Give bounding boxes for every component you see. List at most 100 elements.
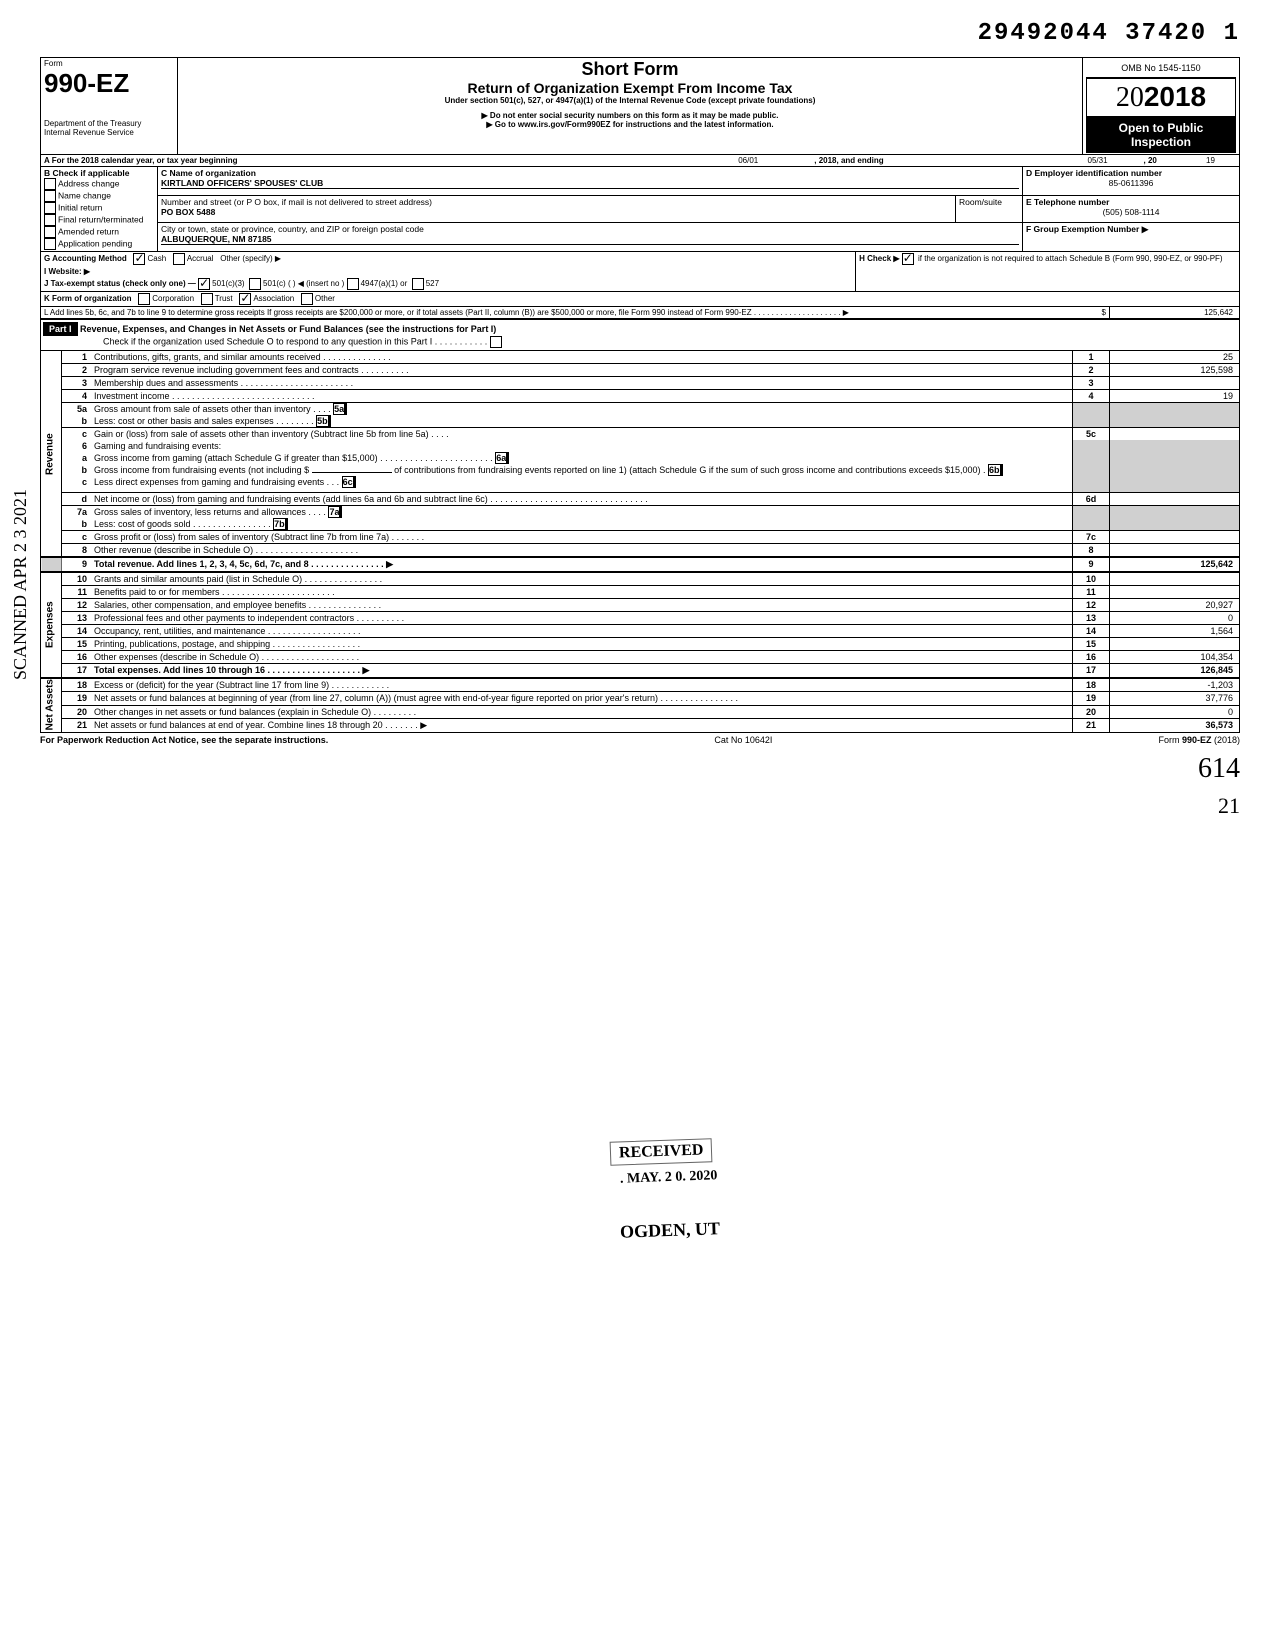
ogden-stamp: OGDEN, UT xyxy=(620,1218,721,1242)
line-12-val: 20,927 xyxy=(1110,599,1240,612)
note-ssn: ▶ Do not enter social security numbers o… xyxy=(181,111,1079,120)
line-9-desc: Total revenue. Add lines 1, 2, 3, 4, 5c,… xyxy=(91,557,1073,572)
line-20-desc: Other changes in net assets or fund bala… xyxy=(91,705,1073,718)
line-14-val: 1,564 xyxy=(1110,625,1240,638)
section-c-label: C Name of organization xyxy=(161,168,1019,178)
line-7a-desc: Gross sales of inventory, less returns a… xyxy=(94,507,326,517)
line-5a-desc: Gross amount from sale of assets other t… xyxy=(94,404,331,414)
line-6d-val xyxy=(1110,493,1240,506)
section-e-label: E Telephone number xyxy=(1026,197,1236,207)
line-1-val: 25 xyxy=(1110,351,1240,364)
section-i-label: I Website: ▶ xyxy=(44,267,90,276)
section-l-text: L Add lines 5b, 6c, and 7b to line 9 to … xyxy=(41,307,1083,319)
netassets-side-label: Net Assets xyxy=(41,678,62,732)
line-21-desc: Net assets or fund balances at end of ye… xyxy=(91,718,1073,732)
section-g-label: G Accounting Method xyxy=(44,254,127,263)
omb-number: OMB No 1545-1150 xyxy=(1086,59,1236,78)
line-1-desc: Contributions, gifts, grants, and simila… xyxy=(91,351,1073,364)
chk-amended[interactable]: Amended return xyxy=(44,226,154,238)
line-7b-mid: 7b xyxy=(273,518,286,530)
section-a-mid: , 2018, and ending xyxy=(811,155,1054,167)
part1-label: Part I xyxy=(43,322,78,336)
line-2-desc: Program service revenue including govern… xyxy=(91,364,1073,377)
city-label: City or town, state or province, country… xyxy=(161,224,1019,234)
addr-label: Number and street (or P O box, if mail i… xyxy=(161,197,952,207)
line-15-val xyxy=(1110,638,1240,651)
section-h-text: if the organization is not required to a… xyxy=(918,254,1223,263)
section-f-label: F Group Exemption Number ▶ xyxy=(1026,224,1236,235)
title-sub: Under section 501(c), 527, or 4947(a)(1)… xyxy=(181,96,1079,105)
org-addr: PO BOX 5488 xyxy=(161,207,952,217)
section-k-label: K Form of organization xyxy=(44,294,132,303)
chk-other-org[interactable] xyxy=(301,293,313,305)
line-8-desc: Other revenue (describe in Schedule O) .… xyxy=(91,544,1073,558)
line-5a-mid: 5a xyxy=(333,403,345,415)
chk-accrual[interactable] xyxy=(173,253,185,265)
page-footer: For Paperwork Reduction Act Notice, see … xyxy=(40,735,1240,745)
line-7c-val xyxy=(1110,531,1240,544)
received-stamp: RECEIVED xyxy=(610,1138,713,1166)
chk-cash[interactable] xyxy=(133,253,145,265)
phone-value: (505) 508-1114 xyxy=(1026,207,1236,217)
line-4-desc: Investment income . . . . . . . . . . . … xyxy=(91,390,1073,403)
line-7a-mid: 7a xyxy=(328,506,340,518)
line-6c-mid: 6c xyxy=(342,476,354,488)
part1-title: Revenue, Expenses, and Changes in Net As… xyxy=(80,324,496,334)
chk-4947[interactable] xyxy=(347,278,359,290)
section-a-label: A For the 2018 calendar year, or tax yea… xyxy=(41,155,685,167)
chk-corp[interactable] xyxy=(138,293,150,305)
line-3-desc: Membership dues and assessments . . . . … xyxy=(91,377,1073,390)
room-label: Room/suite xyxy=(959,197,1019,207)
line-18-val: -1,203 xyxy=(1110,678,1240,692)
expenses-side-label: Expenses xyxy=(41,572,62,678)
line-6b-desc2: of contributions from fundraising events… xyxy=(394,465,985,475)
part1-table: Revenue 1 Contributions, gifts, grants, … xyxy=(41,351,1239,732)
chk-501c[interactable] xyxy=(249,278,261,290)
chk-trust[interactable] xyxy=(201,293,213,305)
section-j-label: J Tax-exempt status (check only one) — xyxy=(44,279,196,288)
form-label: Form xyxy=(44,59,174,68)
chk-sched-b[interactable] xyxy=(902,253,914,265)
line-11-desc: Benefits paid to or for members . . . . … xyxy=(91,586,1073,599)
section-d-label: D Employer identification number xyxy=(1026,168,1236,178)
chk-assoc[interactable] xyxy=(239,293,251,305)
section-a: A For the 2018 calendar year, or tax yea… xyxy=(41,155,1239,167)
form-header: Form 990-EZ Department of the Treasury I… xyxy=(41,58,1239,155)
chk-pending[interactable]: Application pending xyxy=(44,238,154,250)
line-20-val: 0 xyxy=(1110,705,1240,718)
sections-ghijk: G Accounting Method Cash Accrual Other (… xyxy=(41,252,1239,292)
chk-address[interactable]: Address change xyxy=(44,178,154,190)
line-16-val: 104,354 xyxy=(1110,651,1240,664)
line-9-val: 125,642 xyxy=(1110,557,1240,572)
chk-initial[interactable]: Initial return xyxy=(44,202,154,214)
year-begin: 06/01 xyxy=(685,155,811,167)
chk-final[interactable]: Final return/terminated xyxy=(44,214,154,226)
open-to-public: Open to Public Inspection xyxy=(1086,117,1236,153)
chk-part1-sched-o[interactable] xyxy=(490,336,502,348)
org-name: KIRTLAND OFFICERS' SPOUSES' CLUB xyxy=(161,178,1019,189)
line-17-val: 126,845 xyxy=(1110,664,1240,679)
line-5c-val xyxy=(1110,428,1240,441)
line-2-val: 125,598 xyxy=(1110,364,1240,377)
chk-name[interactable]: Name change xyxy=(44,190,154,202)
line-13-val: 0 xyxy=(1110,612,1240,625)
line-16-desc: Other expenses (describe in Schedule O) … xyxy=(91,651,1073,664)
line-6c-desc: Less direct expenses from gaming and fun… xyxy=(94,477,339,487)
received-date: . MAY. 2 0. 2020 xyxy=(620,1168,718,1187)
line-6b-mid: 6b xyxy=(988,464,1001,476)
part1-header: Part I Revenue, Expenses, and Changes in… xyxy=(41,320,1239,351)
line-6-desc: Gaming and fundraising events: xyxy=(91,440,1073,452)
chk-501c3[interactable] xyxy=(198,278,210,290)
section-b-label: B Check if applicable xyxy=(44,168,154,178)
footer-left: For Paperwork Reduction Act Notice, see … xyxy=(40,735,328,745)
line-5b-desc: Less: cost or other basis and sales expe… xyxy=(94,416,314,426)
document-id: 29492044 37420 1 xyxy=(40,20,1240,47)
line-15-desc: Printing, publications, postage, and shi… xyxy=(91,638,1073,651)
handwritten-614: 614 xyxy=(40,753,1240,785)
title-main: Return of Organization Exempt From Incom… xyxy=(181,80,1079,96)
line-6d-desc: Net income or (loss) from gaming and fun… xyxy=(91,493,1073,506)
note-url: ▶ Go to www.irs.gov/Form990EZ for instru… xyxy=(181,120,1079,129)
chk-527[interactable] xyxy=(412,278,424,290)
revenue-side-label: Revenue xyxy=(41,351,62,557)
footer-right: Form 990-EZ (2018) xyxy=(1158,735,1240,745)
